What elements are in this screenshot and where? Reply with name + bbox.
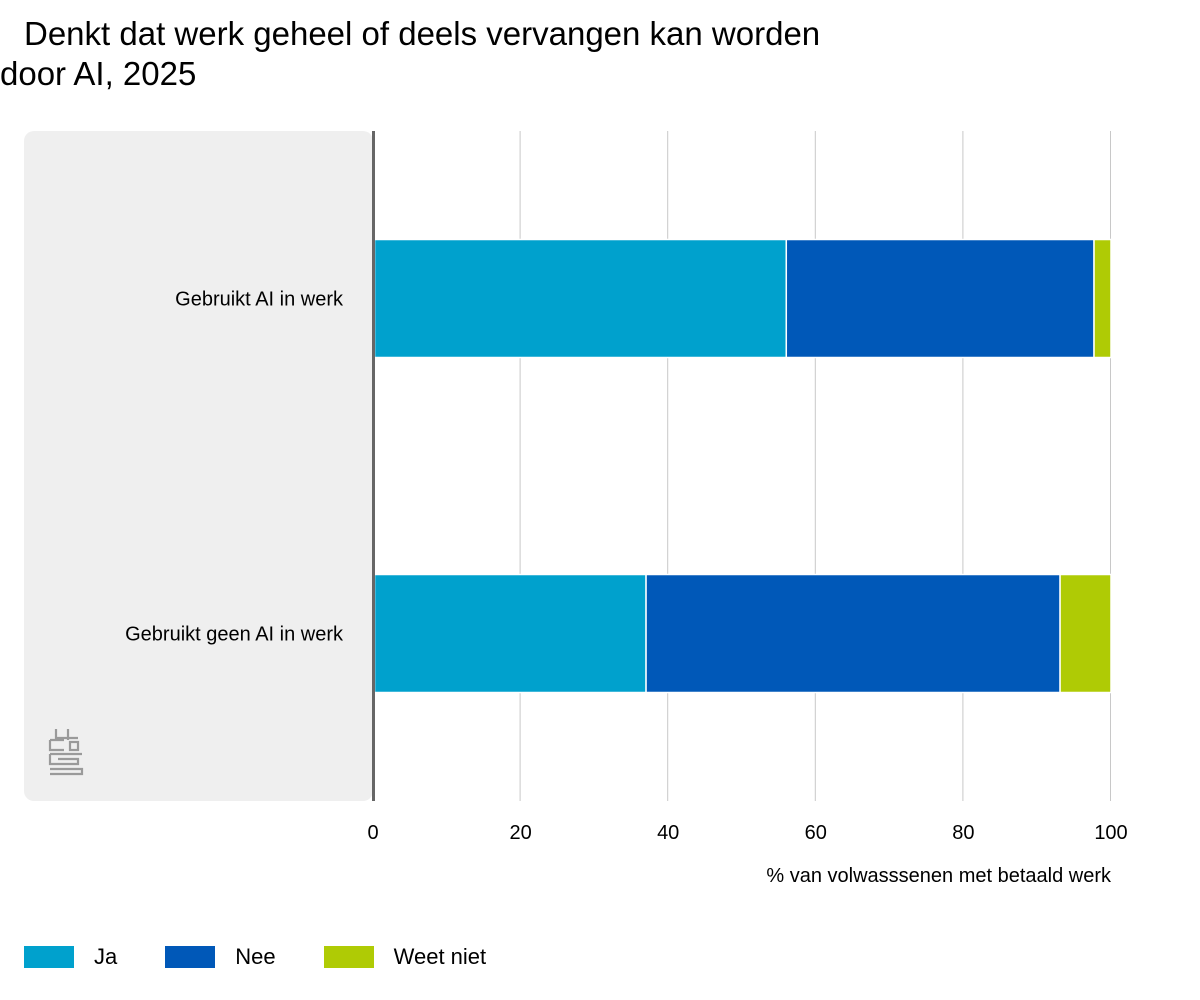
category-label-gebruikt-ai-in-werk: Gebruikt AI in werk [175, 289, 344, 311]
category-label-gebruikt-geen-ai-in-werk: Gebruikt geen AI in werk [125, 624, 344, 646]
chart-title-line-2: door AI, 2025 [0, 55, 197, 92]
legend-item-nee: Nee [165, 944, 276, 970]
x-tick-label-0: 0 [367, 822, 378, 844]
gridlines [519, 131, 1111, 801]
legend-item-ja: Ja [24, 944, 117, 970]
bars [373, 238, 1112, 694]
legend-swatch-ja [24, 946, 74, 968]
legend-label-weet-niet: Weet niet [393, 944, 487, 969]
category-labels: Gebruikt AI in werk Gebruikt geen AI in w… [125, 289, 344, 646]
x-tick-label-40: 40 [657, 822, 679, 844]
category-panel [24, 131, 373, 801]
bar-gebruikt-ai-in-werk-ja [373, 238, 788, 359]
x-tick-label-20: 20 [509, 822, 531, 844]
bar-gebruikt-geen-ai-in-werk-ja [373, 573, 647, 694]
bar-gebruikt-ai-in-werk-nee [785, 238, 1095, 359]
bar-gebruikt-geen-ai-in-werk-nee [645, 573, 1061, 694]
legend-label-ja: Ja [94, 944, 118, 969]
x-tick-label-100: 100 [1094, 822, 1127, 844]
legend-swatch-nee [165, 946, 216, 968]
legend: Ja Nee Weet niet [24, 944, 534, 970]
legend-label-nee: Nee [235, 944, 276, 969]
legend-swatch-weet-niet [323, 946, 374, 968]
x-axis-label: % van volwasssenen met betaald werk [766, 865, 1112, 887]
legend-item-weet-niet: Weet niet [323, 944, 487, 970]
x-tick-labels: 0 20 40 60 80 100 [367, 822, 1127, 844]
x-tick-label-60: 60 [805, 822, 827, 844]
cbs-logo-icon [48, 729, 84, 776]
chart-title: Denkt dat werk geheel of deels vervangen… [0, 14, 900, 94]
bar-gebruikt-geen-ai-in-werk-weet-niet [1059, 573, 1112, 694]
bar-gebruikt-ai-in-werk-weet-niet [1093, 238, 1112, 359]
chart-title-line-1: Denkt dat werk geheel of deels vervangen… [24, 15, 821, 52]
x-tick-label-80: 80 [952, 822, 974, 844]
